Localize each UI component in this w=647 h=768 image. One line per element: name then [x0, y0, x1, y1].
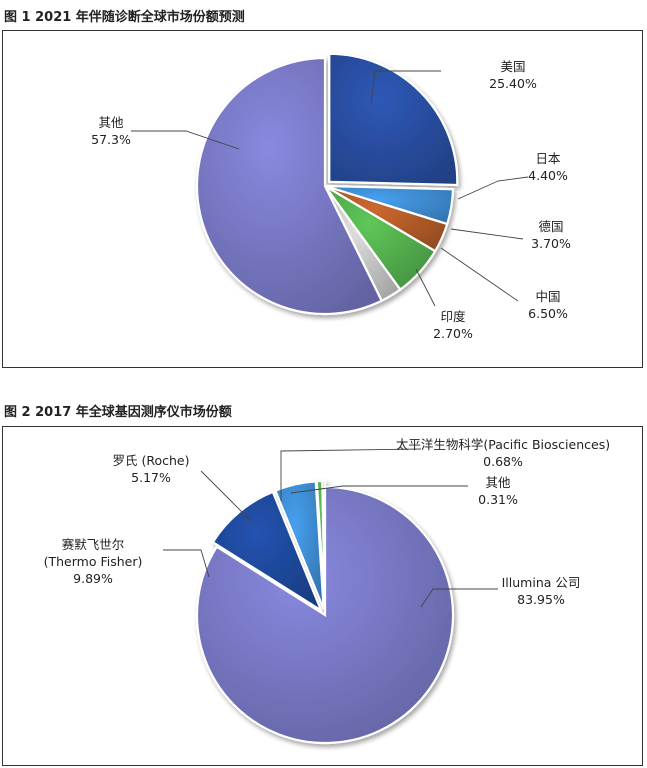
category-label: 中国 [535, 289, 560, 304]
pie-slice [321, 479, 327, 610]
leader-line [370, 70, 441, 104]
leader-line [440, 247, 519, 302]
leader-line [200, 470, 252, 522]
leader-line [290, 485, 468, 494]
category-label: 德国 [538, 219, 563, 234]
leader-line [131, 130, 240, 150]
pie-slice [273, 480, 325, 610]
value-label: 0.31% [478, 492, 518, 507]
value-label: 25.40% [489, 76, 537, 91]
pie-slice [195, 56, 384, 316]
value-label: 9.89% [73, 571, 113, 586]
leader-line [457, 176, 529, 200]
value-label: 57.3% [91, 132, 131, 147]
figure-1-title: 图 1 2021 年伴随诊断全球市场份额预测 [4, 10, 245, 25]
category-label: 美国 [500, 59, 525, 74]
pie-chart-1: 美国 25.40% 日本 4.40% 德国 3.70% 中国 6.50% 印度 2.70% 其他 57… [91, 52, 571, 341]
figure-2-chart: Illumina 公司 83.95% 赛默飞世尔 (Thermo Fisher) 9.8… [2, 426, 643, 766]
value-label: 3.70% [531, 236, 571, 251]
figure-1-chart: 美国 25.40% 日本 4.40% 德国 3.70% 中国 6.50% 印度 2.70% 其他 57… [2, 30, 643, 368]
category-label: 罗氏 (Roche) [113, 453, 190, 468]
pie-chart-2: Illumina 公司 83.95% 赛默飞世尔 (Thermo Fisher) 9.8… [44, 437, 610, 745]
leader-line [420, 588, 498, 608]
pie-slice [211, 490, 324, 614]
value-label: 0.68% [483, 454, 523, 469]
category-label: 太平洋生物科学(Pacific Biosciences) [396, 437, 610, 452]
category-label: 赛默飞世尔 [62, 537, 125, 552]
value-label: 5.17% [131, 470, 171, 485]
category-label: Illumina 公司 [502, 575, 581, 590]
category-label: (Thermo Fisher) [44, 554, 143, 569]
value-label: 4.40% [528, 168, 568, 183]
leader-line [415, 268, 436, 307]
pie-slice [328, 52, 459, 187]
leader-line [163, 549, 210, 578]
category-label: 印度 [440, 309, 466, 324]
value-label: 6.50% [528, 306, 568, 321]
value-label: 83.95% [517, 592, 565, 607]
figure-2-title: 图 2 2017 年全球基因测序仪市场份额 [4, 405, 232, 420]
category-label: 日本 [535, 151, 561, 166]
leader-line [450, 228, 524, 240]
value-label: 2.70% [433, 326, 473, 341]
category-label: 其他 [98, 115, 124, 130]
pie-slice [195, 485, 455, 745]
category-label: 其他 [485, 475, 511, 490]
leader-line [280, 448, 422, 501]
